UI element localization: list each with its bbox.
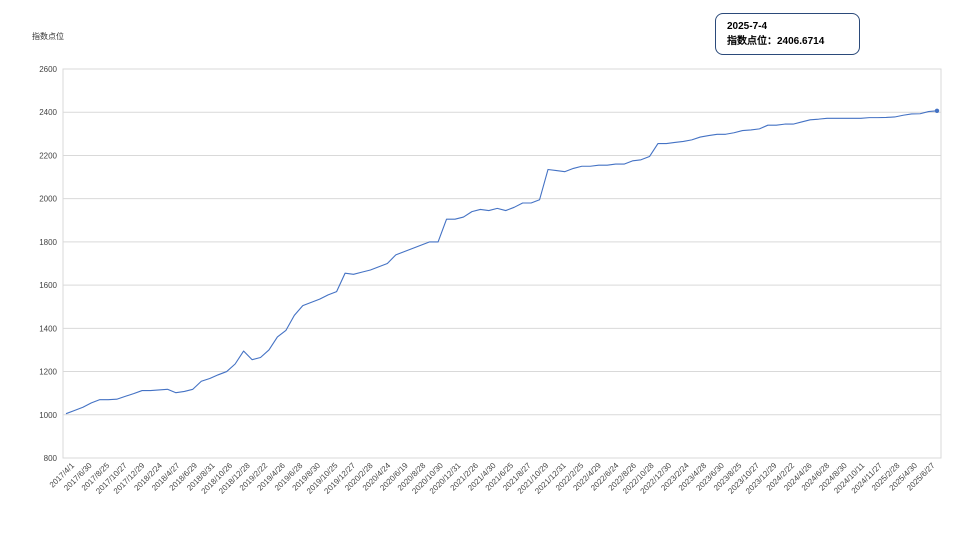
y-tick-label: 1000 [39, 411, 57, 420]
tooltip-value: 指数点位：2406.6714 [727, 36, 825, 47]
data-tooltip: 2025-7-4 指数点位：2406.6714 [715, 13, 860, 55]
y-tick-label: 2400 [39, 108, 57, 117]
y-axis-title: 指数点位 [32, 32, 64, 41]
y-tick-label: 1400 [39, 324, 57, 333]
last-data-point [934, 108, 940, 113]
y-tick-label: 2600 [39, 65, 57, 74]
y-tick-label: 1600 [39, 281, 57, 290]
tooltip-date: 2025-7-4 [727, 21, 768, 32]
y-tick-label: 2000 [39, 195, 57, 204]
y-tick-label: 2200 [39, 151, 57, 160]
plot-area [62, 68, 942, 459]
y-tick-label: 1200 [39, 368, 57, 377]
y-tick-label: 1800 [39, 238, 57, 247]
series-line [65, 110, 938, 415]
y-tick-label: 800 [44, 454, 58, 463]
